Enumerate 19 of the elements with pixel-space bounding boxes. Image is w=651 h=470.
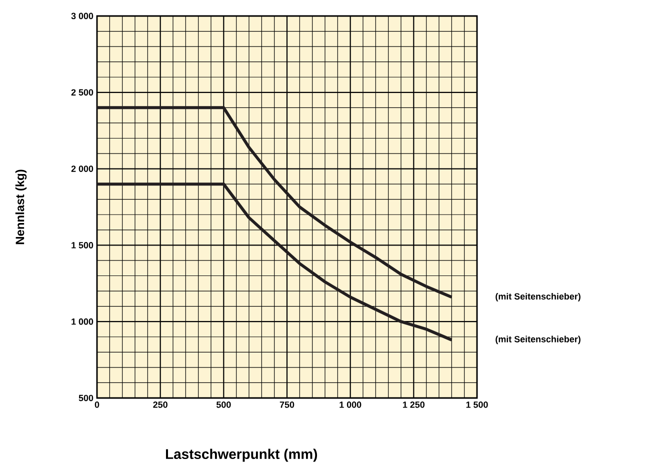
x-tick-label: 0 bbox=[94, 402, 100, 408]
y-tick-label: 1 500 bbox=[72, 242, 94, 248]
y-tick-label: 2 000 bbox=[71, 166, 94, 172]
text: (mit Seitenschieber) bbox=[496, 292, 580, 302]
y-tick-label: 2 500 bbox=[71, 89, 94, 96]
x-tick-label: 250 bbox=[153, 402, 168, 408]
y-tick-label: 500 bbox=[78, 394, 94, 402]
line-series bbox=[96, 182, 454, 342]
x-tick-label: 750 bbox=[280, 402, 294, 408]
x-axis-title: Lastschwerpunkt (mm) bbox=[166, 448, 318, 462]
y-axis-title: Nennlast (kg) bbox=[15, 170, 27, 244]
y-tick-label: 3 000 bbox=[71, 12, 94, 20]
x-tick-label: 1 000 bbox=[340, 402, 362, 408]
x-tick-label: 1 500 bbox=[466, 402, 488, 408]
x-tick-label: 500 bbox=[216, 402, 231, 408]
y-tick-label: 1 000 bbox=[72, 318, 94, 325]
x-tick-label: 1 250 bbox=[403, 402, 425, 408]
text: (mit Seitenschieber) bbox=[496, 336, 580, 344]
line-series bbox=[96, 106, 454, 299]
